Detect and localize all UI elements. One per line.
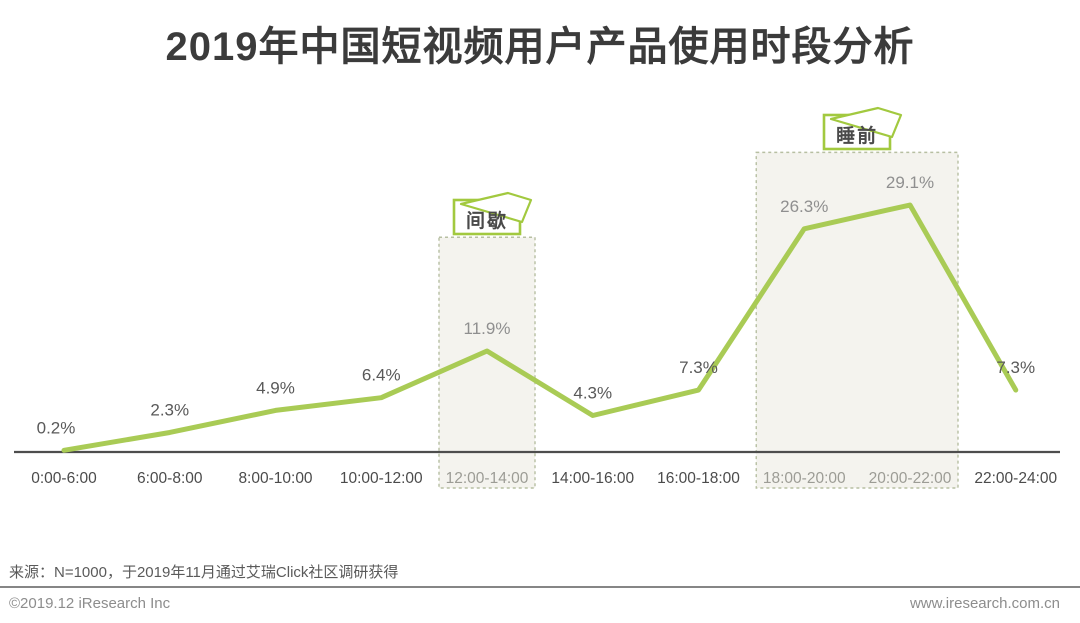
page-title: 2019年中国短视频用户产品使用时段分析 — [165, 25, 915, 69]
folded-flag-icon — [822, 107, 903, 151]
data-point-label: 7.3% — [996, 358, 1035, 377]
highlight-region — [438, 236, 536, 489]
chart-canvas: 0.2% 2.3% 4.9% 6.4% 11.9% 4.3% 7.3% 26.3% 29.1% 7… — [14, 151, 1060, 489]
x-tick-label: 6:00-8:00 — [137, 470, 203, 487]
data-point-label: 4.3% — [573, 384, 612, 403]
x-tick-label: 12:00-14:00 — [446, 470, 529, 487]
x-tick-label: 14:00-16:00 — [551, 470, 634, 487]
annotation-label: 睡前 — [836, 126, 879, 148]
x-tick-label: 18:00-20:00 — [763, 470, 846, 487]
data-point-label: 29.1% — [886, 173, 934, 192]
data-point-label: 7.3% — [679, 358, 718, 377]
usage-line-chart: 0.2% 2.3% 4.9% 6.4% 11.9% 4.3% 7.3% 26.3% 29.1% 7… — [14, 106, 1060, 489]
folded-flag-icon — [452, 192, 533, 236]
usage-trend-line — [61, 202, 1019, 453]
data-point-label: 11.9% — [464, 319, 511, 338]
x-tick-label: 20:00-22:00 — [869, 470, 952, 487]
x-tick-label: 10:00-12:00 — [340, 470, 423, 487]
copyright-text: ©2019.12 iResearch Inc — [9, 595, 171, 612]
region-annotation-1: 睡前 — [821, 106, 905, 152]
data-point-label: 2.3% — [150, 400, 189, 419]
x-tick-label: 0:00-6:00 — [31, 470, 97, 487]
footer-bar: ©2019.12 iResearch Inc www.iresearch.com… — [0, 595, 1080, 612]
x-tick-label: 22:00-24:00 — [974, 470, 1057, 487]
data-point-label: 6.4% — [362, 366, 401, 385]
highlight-region — [755, 151, 959, 489]
source-note: 来源：N=1000，于2019年11月通过艾瑞Click社区调研获得 — [9, 564, 399, 581]
data-point-label: 4.9% — [256, 378, 295, 397]
website-link[interactable]: www.iresearch.com.cn — [909, 595, 1060, 612]
x-tick-label: 16:00-18:00 — [657, 470, 740, 487]
footer-divider — [0, 586, 1080, 588]
x-tick-label: 8:00-10:00 — [238, 470, 312, 487]
data-point-label: 0.2% — [37, 418, 76, 437]
data-point-label: 26.3% — [780, 197, 828, 216]
annotation-label: 间歇 — [465, 211, 508, 233]
region-annotation-0: 间歇 — [451, 191, 535, 237]
